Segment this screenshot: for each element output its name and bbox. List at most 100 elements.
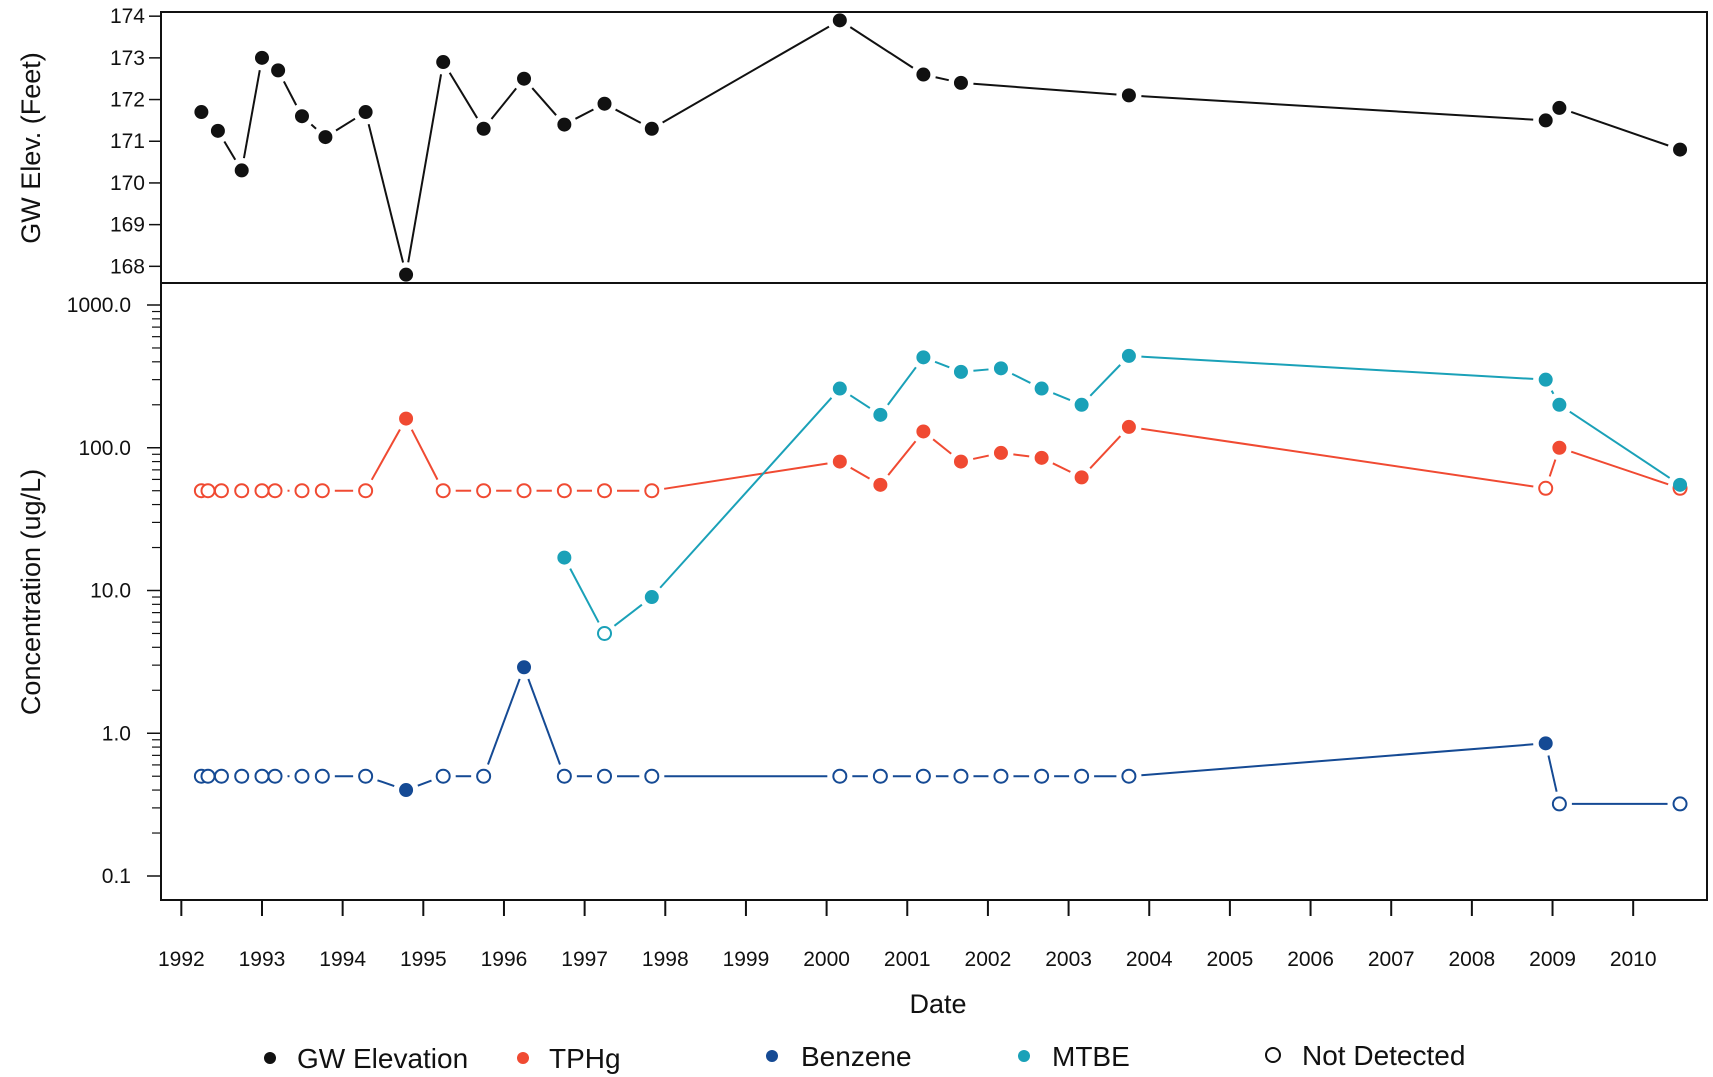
data-point	[399, 411, 414, 426]
series-line-segment	[849, 26, 914, 69]
series-line-segment	[1011, 372, 1031, 384]
data-point	[993, 445, 1008, 460]
data-point-not-detected	[435, 768, 451, 784]
data-point	[557, 117, 572, 132]
series-line-segment	[531, 87, 557, 116]
x-tick-label: 2010	[1610, 948, 1657, 971]
data-point	[1552, 100, 1567, 115]
y-tick-label: 174	[110, 5, 145, 28]
data-point	[597, 96, 612, 111]
data-point-not-detected	[314, 768, 330, 784]
series-line-segment	[335, 117, 356, 132]
x-tick-label: 2008	[1449, 948, 1496, 971]
legend-label-mtbe: MTBE	[1052, 1041, 1130, 1072]
data-point-not-detected	[1672, 796, 1688, 812]
series-line-segment	[407, 74, 443, 263]
series-line-segment	[1141, 355, 1534, 380]
series-line-segment	[934, 360, 950, 369]
y-tick-label: 1000.0	[67, 294, 131, 317]
series-line-segment	[410, 429, 439, 481]
data-point	[399, 783, 414, 798]
data-point-not-detected	[1551, 796, 1567, 812]
data-point	[993, 361, 1008, 376]
data-point	[916, 67, 931, 82]
series-line-segment	[1052, 392, 1071, 401]
series-line-segment	[887, 440, 917, 476]
y-tick-label: 0.1	[102, 865, 131, 888]
data-point	[1538, 736, 1553, 751]
data-point	[1034, 450, 1049, 465]
data-point-not-detected	[872, 768, 888, 784]
series-line-segment	[1570, 450, 1669, 486]
data-point	[210, 123, 225, 138]
legend-label-not-detected: Not Detected	[1302, 1040, 1465, 1071]
series-gw-elevation	[194, 13, 1688, 282]
data-point-not-detected	[644, 768, 660, 784]
y-tick-label: 100.0	[78, 437, 131, 460]
y-tick-label: 172	[110, 89, 145, 112]
x-tick-label: 2009	[1529, 948, 1576, 971]
series-line-segment	[887, 366, 917, 406]
data-point-not-detected	[254, 483, 270, 499]
series-line-segment	[849, 394, 871, 409]
data-point	[644, 121, 659, 136]
data-point-not-detected	[267, 483, 283, 499]
x-tick-label: 1995	[400, 948, 447, 971]
data-point	[1538, 372, 1553, 387]
x-tick-label: 1994	[319, 948, 366, 971]
legend-marker-not-detected	[1265, 1047, 1281, 1063]
series-line-segment	[490, 87, 517, 120]
data-point-not-detected	[516, 483, 532, 499]
series-line-segment	[448, 72, 479, 119]
data-point-not-detected	[254, 768, 270, 784]
y-tick-label: 170	[110, 172, 145, 195]
top-y-axis-title: GW Elev. (Feet)	[16, 52, 46, 244]
data-point	[517, 71, 532, 86]
data-point	[1121, 88, 1136, 103]
legend: GW Elevation TPHg Benzene MTBE Not Detec…	[264, 1040, 1465, 1074]
data-point-not-detected	[200, 483, 216, 499]
series-line-segment	[662, 25, 830, 124]
series-benzene	[193, 660, 1688, 812]
data-point-not-detected	[1074, 768, 1090, 784]
x-tick-label: 1992	[158, 948, 205, 971]
y-tick-label: 169	[110, 214, 145, 237]
data-point-not-detected	[234, 768, 250, 784]
data-point-not-detected	[832, 768, 848, 784]
data-point	[832, 381, 847, 396]
data-point-not-detected	[234, 483, 250, 499]
series-line-segment	[487, 678, 521, 765]
data-point	[1552, 440, 1567, 455]
data-point	[1673, 477, 1688, 492]
data-point-not-detected	[213, 483, 229, 499]
data-point-not-detected	[597, 625, 613, 641]
series-line-segment	[569, 568, 600, 623]
data-point	[234, 163, 249, 178]
series-line-segment	[1570, 111, 1669, 147]
data-point-not-detected	[267, 768, 283, 784]
y-tick-label: 171	[110, 130, 145, 153]
data-point-not-detected	[1034, 768, 1050, 784]
series-line-segment	[527, 678, 561, 765]
legend-label-gw-elevation: GW Elevation	[297, 1043, 468, 1074]
data-point	[916, 350, 931, 365]
data-point	[1034, 381, 1049, 396]
data-point-not-detected	[435, 483, 451, 499]
series-line-segment	[973, 368, 989, 372]
top-panel-y-axis: 168 169 170 171 172 173 174	[110, 5, 161, 278]
series-line-segment	[935, 76, 949, 82]
top-panel-frame	[160, 11, 1708, 284]
data-point-not-detected	[476, 768, 492, 784]
series-line-segment	[574, 108, 594, 120]
series-line-segment	[1547, 755, 1558, 792]
y-tick-label: 173	[110, 47, 145, 70]
data-point	[358, 105, 373, 120]
x-tick-label: 1998	[642, 948, 689, 971]
data-point-not-detected	[200, 768, 216, 784]
data-point	[832, 454, 847, 469]
series-line-segment	[932, 438, 952, 455]
x-tick-label: 2001	[884, 948, 931, 971]
series-line-segment	[223, 141, 237, 161]
data-point-not-detected	[294, 768, 310, 784]
x-axis-title: Date	[909, 989, 966, 1019]
